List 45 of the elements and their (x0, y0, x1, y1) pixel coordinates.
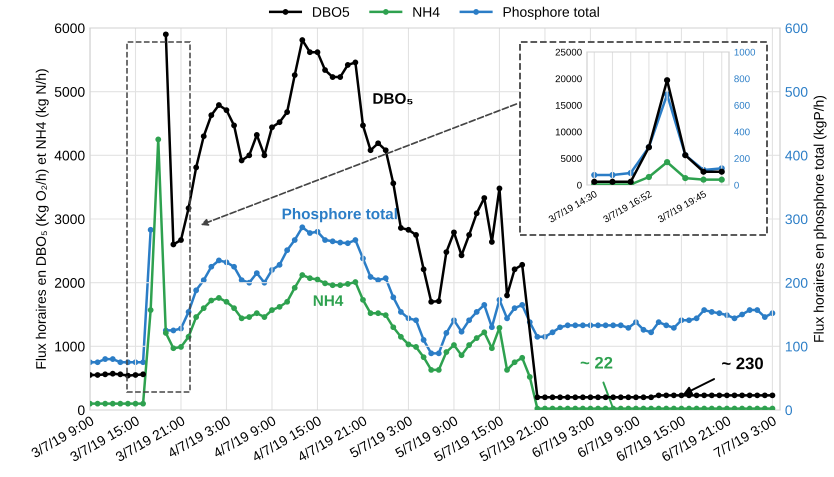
legend-label: DBO5 (313, 7, 350, 17)
y-tick-label: 3000 (54, 214, 85, 224)
point (718, 168, 725, 175)
y-tick-label: 15000 (556, 102, 582, 109)
annotation: DBO₅ (373, 93, 413, 104)
y-tick-label: 20000 (556, 75, 582, 82)
y-tick-label: 5000 (54, 87, 85, 97)
y-tick-label: 0 (78, 405, 85, 416)
annotation: ~ 22 (580, 356, 612, 368)
y-tick-label: 5000 (560, 155, 582, 162)
y2-tick-label: 1000 (734, 48, 756, 56)
y-tick-label: 10000 (556, 128, 582, 136)
y2-tick-label: 100 (786, 342, 808, 352)
y2-tick-label: 500 (785, 87, 808, 97)
y-tick-label: 6000 (54, 23, 85, 34)
point (628, 178, 634, 185)
point (682, 174, 688, 182)
legend-label: NH4 (413, 7, 440, 17)
point (609, 178, 616, 185)
y2-tick-label: 400 (785, 150, 808, 161)
point (718, 176, 725, 183)
y2-tick-label: 200 (786, 278, 808, 288)
y-tick-label: 25000 (556, 48, 582, 56)
y-tick-label: 1000 (55, 342, 85, 352)
y2-tick-label: 0 (734, 182, 739, 189)
y2-tick-label: 800 (734, 75, 750, 82)
point (700, 176, 707, 183)
y2-tick-label: 0 (785, 405, 792, 416)
point (664, 159, 670, 166)
y2-tick-label: 600 (734, 102, 750, 109)
y-tick-label: 4000 (54, 150, 85, 161)
y2-tick-label: 200 (734, 155, 750, 162)
y2-tick-label: 300 (785, 214, 808, 224)
y-axis-title: Flux horaires en DBO₅ (Kg O₂/h) et NH4 (kg N/h) (36, 69, 49, 368)
annotation: ~ 230 (722, 357, 763, 370)
legend-label: Phosphore total (504, 6, 599, 20)
y2-axis-title: Flux horaires en phosphore total (kgP/h) (814, 96, 827, 342)
point (646, 174, 652, 180)
y2-tick-label: 600 (786, 23, 808, 34)
y-tick-label: 0 (577, 182, 582, 189)
annotation: Phosphore total (282, 208, 397, 222)
y2-tick-label: 400 (734, 128, 750, 136)
point (664, 77, 670, 84)
annotation: NH4 (314, 295, 344, 306)
y-tick-label: 2000 (54, 278, 85, 288)
